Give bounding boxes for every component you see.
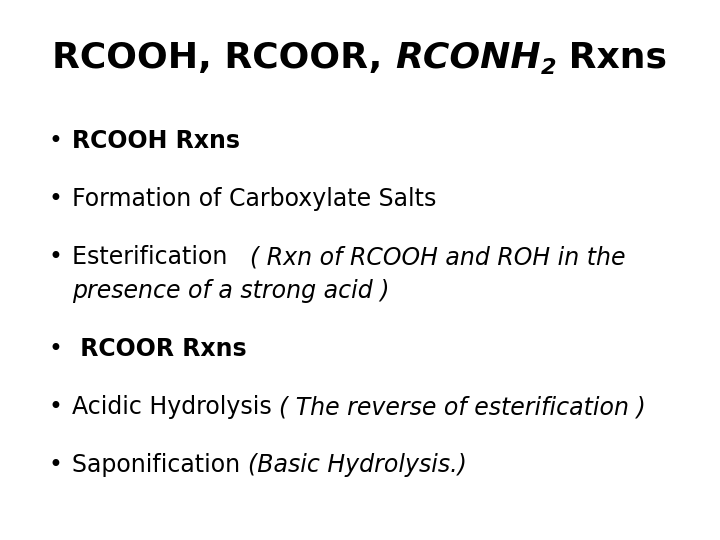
Text: RCONH: RCONH — [395, 41, 541, 75]
Text: 2: 2 — [541, 58, 557, 78]
Text: RCOOR Rxns: RCOOR Rxns — [72, 337, 247, 361]
Text: •: • — [48, 453, 62, 477]
Text: RCOOH Rxns: RCOOH Rxns — [72, 129, 240, 153]
Text: ( Rxn of RCOOH and ROH in the: ( Rxn of RCOOH and ROH in the — [250, 245, 626, 269]
Text: Acidic Hydrolysis: Acidic Hydrolysis — [72, 395, 279, 419]
Text: presence of a strong acid ): presence of a strong acid ) — [72, 279, 390, 303]
Text: •: • — [48, 129, 62, 153]
Text: •: • — [48, 337, 62, 361]
Text: •: • — [48, 187, 62, 211]
Text: •: • — [48, 395, 62, 419]
Text: •: • — [48, 245, 62, 269]
Text: (Basic Hydrolysis.): (Basic Hydrolysis.) — [248, 453, 467, 477]
Text: Rxns: Rxns — [557, 41, 667, 75]
Text: RCOOH, RCOOR,: RCOOH, RCOOR, — [53, 41, 395, 75]
Text: Formation of Carboxylate Salts: Formation of Carboxylate Salts — [72, 187, 436, 211]
Text: Esterification: Esterification — [72, 245, 250, 269]
Text: ( The reverse of esterification ): ( The reverse of esterification ) — [279, 395, 646, 419]
Text: Saponification: Saponification — [72, 453, 248, 477]
